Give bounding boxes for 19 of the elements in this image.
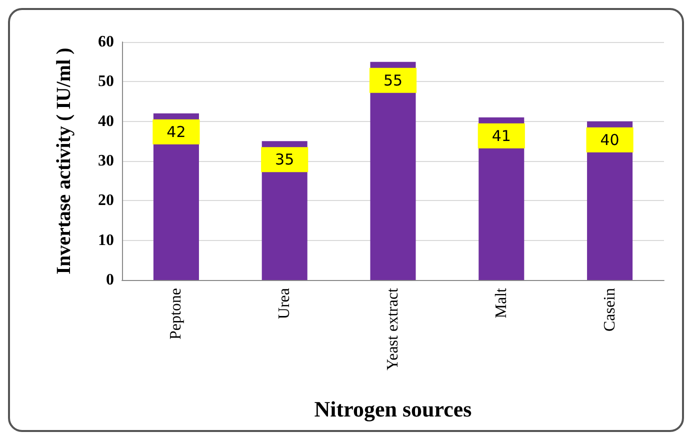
data-label: 55	[383, 71, 403, 90]
y-tick-label: 50	[98, 73, 114, 90]
y-tick-label: 20	[98, 192, 114, 210]
x-tick-label: Urea	[276, 288, 294, 320]
y-tick-label: 60	[98, 34, 114, 50]
y-tick-label: 10	[98, 232, 114, 249]
data-label: 35	[275, 150, 294, 169]
y-tick-label: 40	[98, 112, 114, 130]
x-tick-label: Casein	[601, 288, 618, 332]
y-tick-label: 0	[106, 272, 114, 288]
y-tick-label: 30	[98, 152, 114, 170]
data-label: 42	[166, 122, 186, 141]
data-label: 40	[600, 130, 620, 149]
x-tick-label: Malt	[492, 287, 510, 318]
x-tick-label: Peptone	[168, 288, 185, 340]
x-tick-label: Yeast extract	[384, 287, 402, 370]
x-axis-title: Nitrogen sources	[314, 396, 472, 422]
y-axis-title: Invertase activity ( IU/ml )	[53, 48, 75, 274]
data-label: 41	[492, 126, 511, 145]
